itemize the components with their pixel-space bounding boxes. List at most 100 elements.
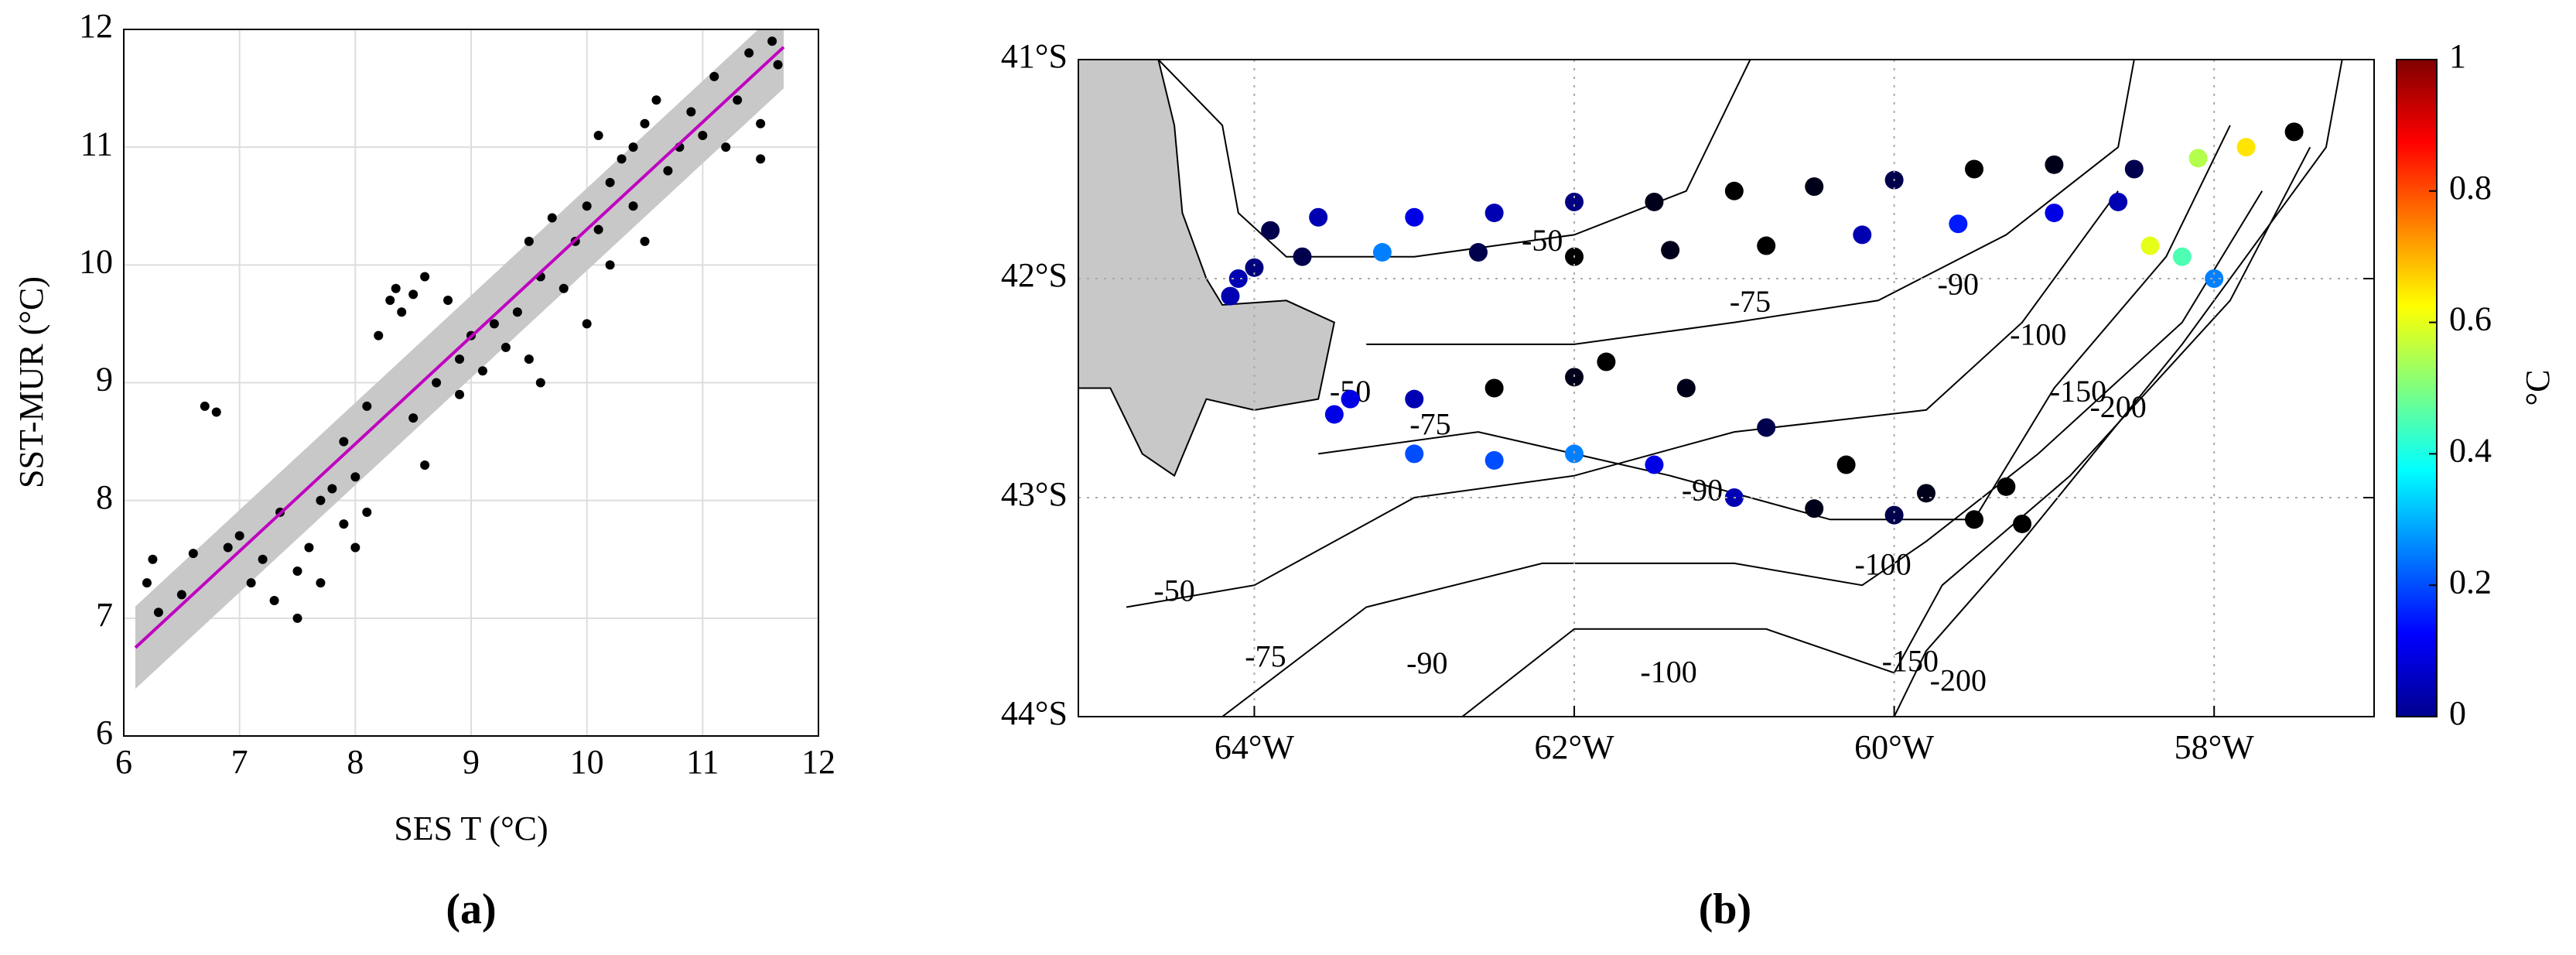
track-point [1836, 455, 1856, 474]
track-point [1965, 159, 1984, 179]
data-point [246, 578, 256, 588]
data-point [408, 289, 419, 300]
x-tick-label: 60°W [1854, 728, 1935, 766]
data-point [148, 554, 158, 564]
contour-label: -50 [1153, 573, 1194, 608]
track-point [1757, 236, 1776, 255]
data-point [651, 95, 661, 105]
contour-line [1893, 60, 2343, 717]
data-point [350, 543, 360, 553]
track-point [2188, 149, 2208, 168]
data-point [391, 283, 401, 293]
data-point [593, 130, 603, 140]
track-point [1324, 405, 1344, 424]
contour-line [1366, 60, 2135, 345]
track-point [2284, 122, 2304, 142]
data-point [605, 177, 615, 187]
track-point [1341, 389, 1360, 409]
track-point [1949, 214, 1968, 234]
fit-line [134, 46, 785, 649]
data-point [304, 543, 314, 553]
track-point [1405, 207, 1424, 227]
colorbar-tick-label: 0.4 [2449, 431, 2492, 469]
y-tick-label: 44°S [1001, 694, 1068, 732]
contour-line [1157, 60, 1751, 258]
data-point [559, 283, 569, 293]
track-point [1372, 243, 1392, 262]
track-point [1724, 181, 1744, 200]
data-point [339, 436, 349, 447]
contour-label: -90 [1406, 645, 1447, 680]
contour-label: -75 [1245, 639, 1286, 674]
data-point [420, 460, 430, 471]
data-point [756, 118, 766, 128]
x-tick-label: 7 [231, 743, 248, 781]
contour-label: -150 [1882, 643, 1939, 678]
contour-label: -90 [1938, 266, 1979, 301]
track-point [1484, 204, 1504, 223]
y-tick-label: 8 [96, 478, 113, 516]
data-point [628, 201, 638, 211]
track-point [1853, 225, 1872, 245]
data-point [362, 507, 372, 517]
y-tick-label: 42°S [1001, 256, 1068, 294]
colorbar-tick-label: 0.2 [2449, 563, 2492, 601]
data-point [327, 484, 337, 494]
track-point [1484, 450, 1504, 470]
data-point [501, 342, 511, 352]
data-point [211, 407, 221, 417]
colorbar [2396, 59, 2438, 717]
x-tick-label: 10 [570, 743, 604, 781]
track-point [1405, 389, 1424, 409]
data-point [698, 130, 708, 140]
data-point [489, 319, 499, 329]
data-point [362, 401, 372, 411]
data-point [397, 307, 407, 317]
data-point [350, 472, 360, 482]
track-point [1884, 505, 1904, 525]
track-point [2236, 138, 2256, 157]
data-point [455, 354, 465, 365]
track-point [1468, 243, 1488, 262]
contour-label: -75 [1730, 284, 1771, 319]
data-point [535, 378, 545, 388]
track-point [1565, 192, 1584, 211]
track-point [1757, 418, 1776, 437]
track-point [1405, 444, 1424, 464]
data-point [234, 531, 244, 541]
panel-label: (a) [446, 885, 496, 933]
data-point [640, 118, 650, 128]
contour-label: -100 [2010, 317, 2066, 352]
colorbar-tick-label: 0.8 [2449, 169, 2492, 207]
data-point [524, 354, 534, 365]
contour-label: -200 [1930, 663, 1987, 698]
y-tick-label: 12 [79, 7, 113, 45]
data-point [582, 319, 592, 329]
track-point [2109, 192, 2128, 211]
colorbar-tick-label: 0.6 [2449, 300, 2492, 338]
data-point [477, 366, 487, 376]
contour-line [1221, 190, 2263, 717]
track-point [1997, 477, 2016, 496]
data-point [316, 495, 326, 505]
data-point [773, 60, 783, 70]
data-point [292, 566, 302, 576]
y-tick-label: 41°S [1001, 37, 1068, 75]
data-point [188, 549, 198, 559]
track-point [1645, 192, 1664, 211]
track-point [1309, 207, 1328, 227]
data-point [733, 95, 743, 105]
track-point [1293, 247, 1312, 266]
track-point [1965, 510, 1984, 529]
land [1078, 60, 1336, 478]
x-tick-label: 6 [115, 743, 132, 781]
y-tick-label: 43°S [1001, 475, 1068, 513]
track-point [2140, 236, 2160, 255]
data-point [605, 260, 615, 270]
contour-line [1318, 125, 2231, 521]
track-point [1565, 444, 1584, 464]
contour-label: -100 [1854, 547, 1911, 582]
map-content: -50-75-90-100-150-200-50-75-90-100-50-75… [1078, 60, 2343, 717]
data-point [756, 154, 766, 164]
